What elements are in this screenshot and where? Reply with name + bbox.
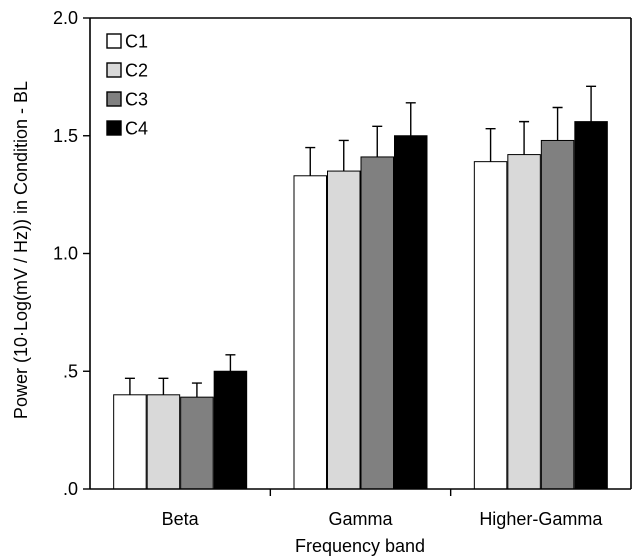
- error-bar: [305, 146, 316, 176]
- bar: [540, 139, 575, 490]
- error-bar: [519, 120, 530, 155]
- legend-label: C2: [125, 61, 148, 81]
- x-tick-label: Beta: [162, 509, 200, 529]
- bar: [180, 396, 214, 490]
- error-bar: [405, 102, 416, 136]
- error-bar: [586, 85, 597, 122]
- error-bars-group: [124, 85, 597, 398]
- y-tick-label: 1.0: [53, 244, 78, 264]
- axes: [89, 17, 632, 490]
- error-bar: [372, 125, 383, 157]
- bar: [293, 175, 327, 490]
- legend-label: C1: [125, 32, 148, 52]
- bar: [473, 161, 508, 490]
- legend-label: C3: [125, 90, 148, 110]
- bar: [327, 170, 361, 490]
- y-axis-title: Power (10·Log(mV / Hz)) in Condition - B…: [11, 81, 31, 419]
- error-bar: [485, 127, 496, 162]
- legend-label: C4: [125, 119, 148, 139]
- bar: [146, 394, 181, 490]
- bar: [360, 156, 394, 490]
- error-bar: [191, 382, 202, 398]
- error-bar: [552, 106, 563, 141]
- bar: [394, 135, 428, 490]
- x-axis-ticks: Beta Gamma Higher-Gamma: [162, 489, 603, 529]
- error-bar: [158, 377, 169, 395]
- y-axis-ticks: .0 .5 1.0 1.5 2.0: [53, 8, 90, 499]
- y-tick-label: .5: [63, 361, 78, 381]
- legend: C1 C2 C3 C4: [106, 32, 148, 139]
- x-tick-label: Higher-Gamma: [479, 509, 603, 529]
- error-bar: [225, 354, 236, 372]
- x-axis-title: Frequency band: [295, 536, 425, 556]
- bars-group: [113, 121, 608, 490]
- legend-swatch: [106, 91, 122, 107]
- bar: [113, 394, 147, 490]
- y-tick-label: .0: [63, 479, 78, 499]
- y-tick-label: 1.5: [53, 126, 78, 146]
- legend-swatch: [106, 62, 122, 78]
- bar: [213, 370, 248, 490]
- error-bar: [338, 139, 349, 172]
- bar: [507, 154, 541, 490]
- bar: [574, 121, 608, 490]
- legend-swatch: [106, 33, 122, 49]
- legend-swatch: [106, 120, 122, 136]
- error-bar: [124, 377, 135, 395]
- x-tick-label: Gamma: [328, 509, 393, 529]
- y-tick-label: 2.0: [53, 8, 78, 28]
